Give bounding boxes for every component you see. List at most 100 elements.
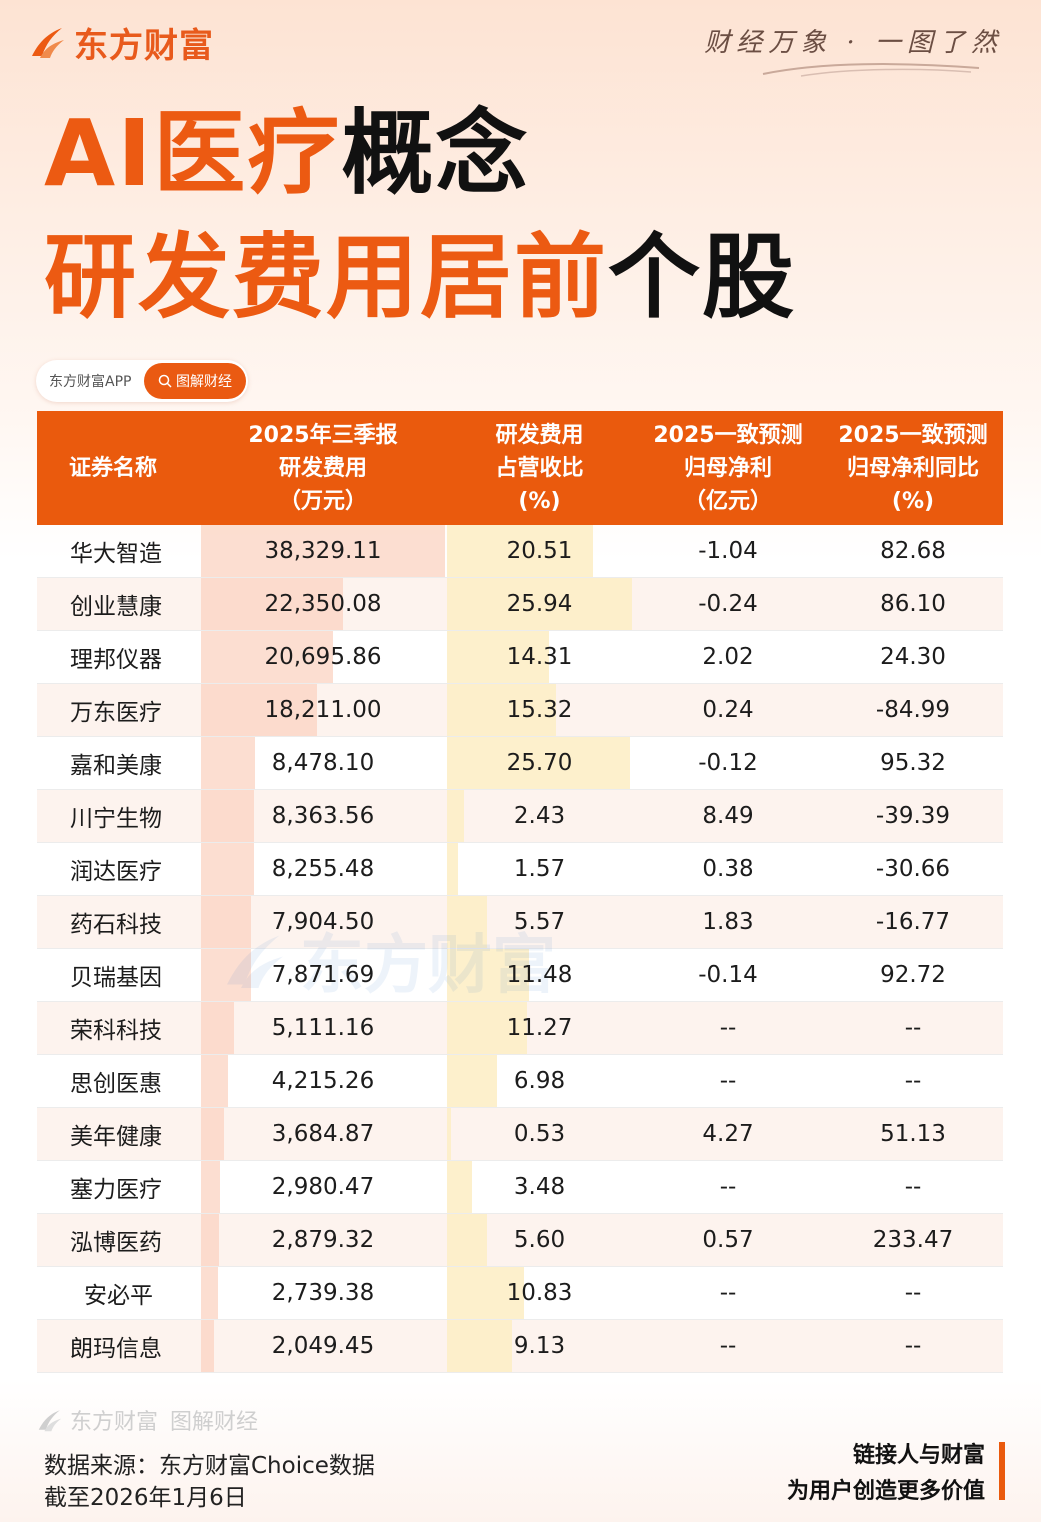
title-plain-1: 概念 [341,100,530,207]
yoy-value: 82.68 [880,538,946,564]
table-row: 美年健康 3,684.87 0.53 4.27 51.13 [37,1108,1003,1161]
rd-value: 8,478.10 [271,750,375,776]
stock-name: 安必平 [84,1283,153,1309]
cell-profit: 8.49 [633,790,823,842]
stock-name: 泓博医药 [70,1230,162,1256]
cell-profit: 1.83 [633,896,823,948]
cell-ratio: 5.60 [446,1214,633,1266]
app-name: 东方财富APP [49,374,132,390]
ratio-value: 11.27 [506,1015,573,1041]
header-ratio: 研发费用 占营收比 (%) [446,411,633,525]
ratio-value: 20.51 [506,538,573,564]
cell-yoy: -- [823,1320,1003,1372]
yoy-value: -- [904,1068,922,1094]
ratio-bar [447,843,459,895]
stock-name: 华大智造 [70,541,162,567]
cell-profit: 2.02 [633,631,823,683]
stock-name: 朗玛信息 [70,1336,162,1362]
cell-rd: 3,684.87 [200,1108,446,1160]
header-profit-line2: 归母净利 [683,455,772,481]
ratio-bar [447,737,631,789]
cell-name: 朗玛信息 [37,1320,200,1372]
slogan-swoosh-icon [762,63,980,77]
rd-bar [201,949,252,1001]
cell-name: 泓博医药 [37,1214,200,1266]
header-ratio-line1: 研发费用 [495,422,584,448]
cell-name: 嘉和美康 [37,737,200,789]
yoy-value: 24.30 [880,644,946,670]
cell-ratio: 25.94 [446,578,633,630]
yoy-value: -16.77 [875,909,951,935]
ratio-bar [447,631,550,683]
profit-value: 4.27 [702,1121,754,1147]
cell-name: 创业慧康 [37,578,200,630]
header-profit: 2025一致预测 归母净利 （亿元） [633,411,823,525]
cell-yoy: -30.66 [823,843,1003,895]
cell-yoy: -16.77 [823,896,1003,948]
cell-name: 药石科技 [37,896,200,948]
yoy-value: -30.66 [875,856,951,882]
cell-name: 塞力医疗 [37,1161,200,1213]
cell-rd: 2,049.45 [200,1320,446,1372]
ratio-value: 15.32 [506,697,573,723]
rd-value: 38,329.11 [264,538,382,564]
ratio-value: 5.60 [513,1227,566,1253]
rd-bar [201,1108,225,1160]
header-rd-line3: （万元） [278,488,367,514]
stock-name: 川宁生物 [70,806,162,832]
brand-logo: 东方财富 [28,18,214,66]
rd-bar [201,843,254,895]
page-title-line-2: 研发费用居前个股 [44,232,796,324]
ratio-bar [447,949,529,1001]
rd-value: 3,684.87 [271,1121,375,1147]
cell-profit: -- [633,1055,823,1107]
ratio-value: 9.13 [513,1333,566,1359]
tagline-accent-bar [999,1442,1005,1500]
profit-value: -0.14 [698,962,758,988]
ratio-value: 1.57 [513,856,566,882]
cell-ratio: 9.13 [446,1320,633,1372]
ratio-value: 11.48 [506,962,573,988]
footer-brand-sub: 图解财经 [170,1410,259,1435]
rd-bar [201,896,252,948]
cell-yoy: 92.72 [823,949,1003,1001]
rd-bar [201,737,255,789]
ratio-value: 0.53 [513,1121,566,1147]
cell-profit: 0.57 [633,1214,823,1266]
profit-value: -1.04 [698,538,758,564]
profit-value: -- [719,1333,737,1359]
table-row: 泓博医药 2,879.32 5.60 0.57 233.47 [37,1214,1003,1267]
cell-profit: -0.14 [633,949,823,1001]
cell-profit: 4.27 [633,1108,823,1160]
yoy-value: 51.13 [880,1121,946,1147]
yoy-value: 92.72 [880,962,946,988]
tagline-2: 为用户创造更多价值 [786,1479,985,1504]
ratio-value: 5.57 [513,909,566,935]
cell-rd: 8,255.48 [200,843,446,895]
rd-value: 7,904.50 [271,909,375,935]
cell-profit: -- [633,1161,823,1213]
cell-rd: 20,695.86 [200,631,446,683]
cell-rd: 5,111.16 [200,1002,446,1054]
table-row: 万东医疗 18,211.00 15.32 0.24 -84.99 [37,684,1003,737]
stock-name: 美年健康 [70,1124,162,1150]
header-profit-line3: （亿元） [683,488,772,514]
source-line-2: 截至2026年1月6日 [44,1485,247,1511]
cell-name: 万东医疗 [37,684,200,736]
ratio-bar [447,1055,497,1107]
table-row: 安必平 2,739.38 10.83 -- -- [37,1267,1003,1320]
table-row: 朗玛信息 2,049.45 9.13 -- -- [37,1320,1003,1373]
cell-profit: -0.12 [633,737,823,789]
table-row: 华大智造 38,329.11 20.51 -1.04 82.68 [37,525,1003,578]
rd-bar [201,1002,234,1054]
footer-brand-name: 东方财富 [70,1410,159,1435]
table-row: 塞力医疗 2,980.47 3.48 -- -- [37,1161,1003,1214]
rd-value: 8,255.48 [271,856,375,882]
cell-rd: 2,879.32 [200,1214,446,1266]
table-row: 药石科技 7,904.50 5.57 1.83 -16.77 [37,896,1003,949]
ratio-value: 6.98 [513,1068,566,1094]
graphic-finance-button[interactable]: 图解财经 [144,363,246,399]
flame-logo-icon [28,22,68,62]
ratio-bar [447,1214,487,1266]
yoy-value: -39.39 [875,803,951,829]
